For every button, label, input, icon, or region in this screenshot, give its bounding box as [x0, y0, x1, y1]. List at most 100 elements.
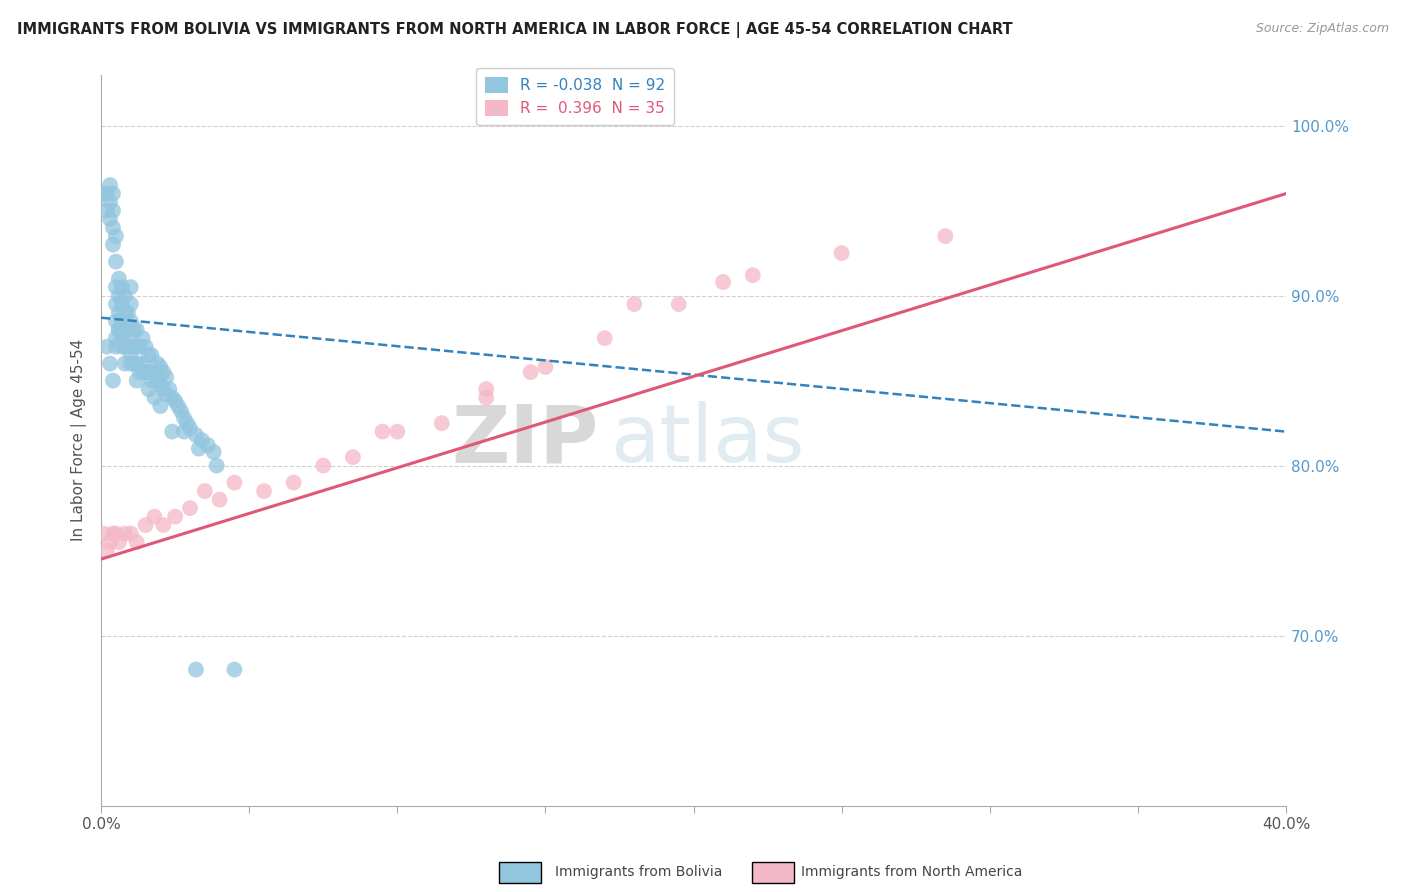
Point [125, 323, 148, 337]
Point [108, 271, 131, 285]
Point [342, 450, 364, 464]
Point [111, 340, 134, 354]
Point [125, 374, 148, 388]
Point [131, 331, 153, 345]
Point [101, 220, 124, 235]
Point [138, 382, 160, 396]
Point [108, 305, 131, 319]
Point [104, 526, 127, 541]
Point [108, 288, 131, 302]
Point [98, 212, 121, 227]
Point [111, 297, 134, 311]
Point [101, 203, 124, 218]
Point [519, 365, 541, 379]
Point [149, 359, 172, 374]
Point [475, 382, 498, 396]
Point [104, 340, 127, 354]
Point [711, 275, 734, 289]
Point [160, 425, 183, 439]
Point [534, 359, 557, 374]
Point [475, 391, 498, 405]
Point [143, 365, 166, 379]
Point [98, 535, 121, 549]
Point [831, 246, 853, 260]
Point [176, 416, 198, 430]
Point [191, 433, 214, 447]
Point [108, 535, 131, 549]
Point [125, 535, 148, 549]
Point [104, 280, 127, 294]
Point [111, 314, 134, 328]
Point [623, 297, 645, 311]
Point [173, 425, 195, 439]
Point [114, 357, 136, 371]
Point [111, 280, 134, 294]
Point [167, 399, 190, 413]
Point [668, 297, 690, 311]
Text: Immigrants from Bolivia: Immigrants from Bolivia [555, 865, 723, 880]
Point [184, 428, 207, 442]
Point [152, 365, 174, 379]
Point [104, 331, 127, 345]
Point [173, 411, 195, 425]
Point [93, 186, 115, 201]
Point [125, 357, 148, 371]
Point [149, 399, 172, 413]
Point [122, 340, 145, 354]
Point [146, 374, 169, 388]
Point [125, 340, 148, 354]
Point [104, 314, 127, 328]
Point [128, 340, 150, 354]
Point [224, 663, 246, 677]
Point [146, 357, 169, 371]
Point [104, 229, 127, 244]
Point [371, 425, 394, 439]
Point [202, 445, 225, 459]
Point [96, 186, 118, 201]
Point [179, 421, 201, 435]
Point [93, 526, 115, 541]
Point [430, 416, 453, 430]
Point [741, 268, 763, 283]
Point [111, 331, 134, 345]
Point [165, 394, 187, 409]
Point [114, 305, 136, 319]
Point [101, 237, 124, 252]
Point [138, 348, 160, 362]
Point [160, 391, 183, 405]
Point [108, 323, 131, 337]
Point [194, 484, 217, 499]
Point [108, 323, 131, 337]
Point [101, 186, 124, 201]
Point [179, 501, 201, 516]
Point [120, 331, 142, 345]
Point [114, 288, 136, 302]
Text: Immigrants from North America: Immigrants from North America [801, 865, 1022, 880]
Point [253, 484, 276, 499]
Point [283, 475, 305, 490]
Point [934, 229, 956, 244]
Point [120, 297, 142, 311]
Point [117, 340, 139, 354]
Point [117, 323, 139, 337]
Point [155, 387, 177, 401]
Point [128, 365, 150, 379]
Point [135, 340, 157, 354]
Point [122, 357, 145, 371]
Point [155, 370, 177, 384]
Point [120, 357, 142, 371]
Point [165, 509, 187, 524]
Point [135, 365, 157, 379]
Point [96, 340, 118, 354]
Point [152, 382, 174, 396]
Point [208, 492, 231, 507]
Point [138, 365, 160, 379]
Point [224, 475, 246, 490]
Text: Source: ZipAtlas.com: Source: ZipAtlas.com [1256, 22, 1389, 36]
Text: IMMIGRANTS FROM BOLIVIA VS IMMIGRANTS FROM NORTH AMERICA IN LABOR FORCE | AGE 45: IMMIGRANTS FROM BOLIVIA VS IMMIGRANTS FR… [17, 22, 1012, 38]
Point [131, 365, 153, 379]
Point [184, 663, 207, 677]
Point [387, 425, 409, 439]
Point [98, 195, 121, 210]
Point [120, 348, 142, 362]
